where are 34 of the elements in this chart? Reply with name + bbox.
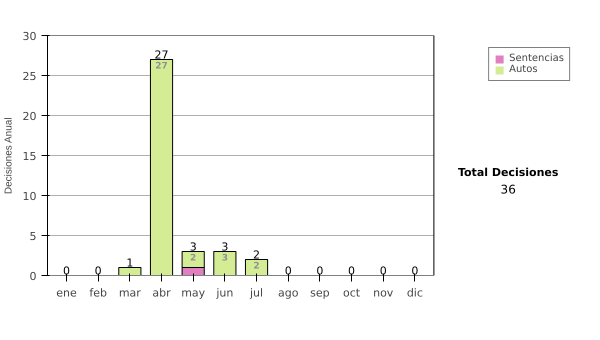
text: 36 <box>500 182 516 197</box>
x-tick-label: nov <box>373 286 394 300</box>
total-label: 3 <box>190 240 197 254</box>
y-tick-label: 15 <box>22 150 37 163</box>
total-label: 0 <box>94 264 102 278</box>
text: Total Decisiones <box>458 166 559 179</box>
total-label: 27 <box>154 48 169 62</box>
y-tick-label: 10 <box>22 190 37 203</box>
x-tick-label: sep <box>310 286 330 300</box>
x-tick-label: abr <box>152 286 172 300</box>
y-tick-label: 30 <box>22 30 37 43</box>
data-label: 27 <box>155 62 168 72</box>
total-label: 3 <box>221 240 228 254</box>
x-tick-label: jul <box>248 286 264 300</box>
data-label: 2 <box>190 254 196 264</box>
y-tick-label: 0 <box>30 270 36 283</box>
legend-label: Sentencias <box>509 53 564 64</box>
x-tick-label: ago <box>278 286 299 300</box>
total-label: 1 <box>126 256 134 270</box>
data-label: 3 <box>222 254 228 264</box>
y-tick-label: 5 <box>30 230 36 243</box>
x-tick-label: feb <box>89 286 108 300</box>
x-tick-label: dic <box>406 286 423 300</box>
total-label: 2 <box>253 248 260 262</box>
y-tick-label: 25 <box>22 70 37 83</box>
x-tick-label: jun <box>215 286 234 300</box>
x-tick-label: may <box>181 286 206 300</box>
x-tick-label: oct <box>343 286 361 300</box>
x-tick-label: mar <box>118 286 142 300</box>
y-tick-label: 20 <box>22 110 37 123</box>
y-axis-title: Decisiones Anual <box>4 117 15 194</box>
x-tick-label: ene <box>56 286 77 300</box>
data-label: 2 <box>253 262 260 272</box>
legend-label: Autos <box>509 64 538 75</box>
